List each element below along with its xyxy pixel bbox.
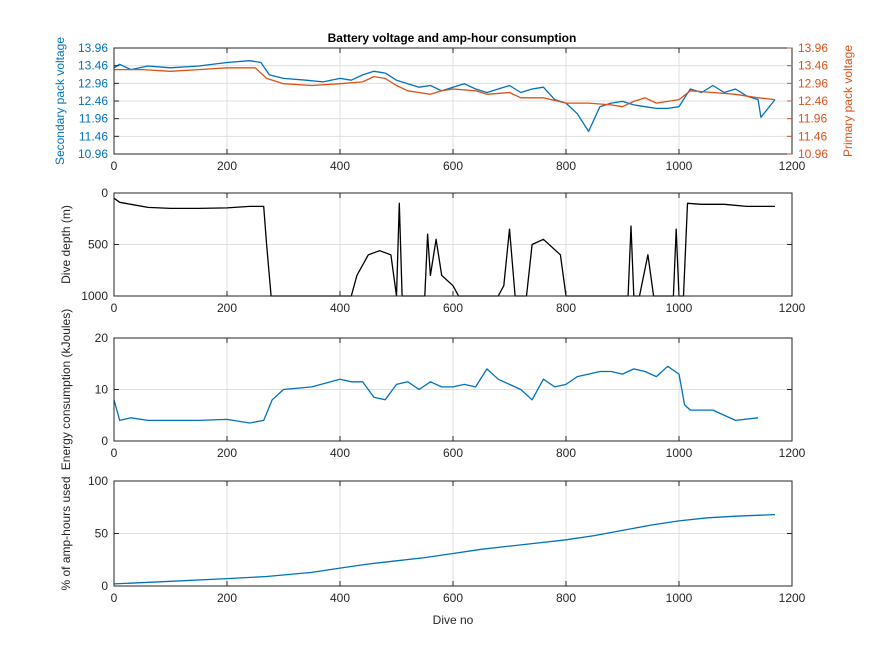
y-right-tick-label: 10.96 <box>798 147 828 161</box>
x-tick-label: 600 <box>443 159 463 173</box>
panel-2: 0 200 400 600 800 1000 1200 0 500 1000 Dive depth … <box>59 186 806 315</box>
x-tick-label: 1200 <box>779 159 806 173</box>
x-tick-label: 200 <box>217 591 237 605</box>
series-line-2 <box>114 67 776 108</box>
y-tick-label: 50 <box>95 527 109 541</box>
x-tick-label: 0 <box>111 591 118 605</box>
x-tick-label: 1000 <box>666 159 693 173</box>
y-axis-label: Dive depth (m) <box>59 205 73 284</box>
x-tick-label: 400 <box>330 591 350 605</box>
y-tick-label: 0 <box>101 186 108 200</box>
panels: 0 200 400 600 800 1000 120010.9611.4611.9612.4… <box>53 37 855 627</box>
x-tick-label: 0 <box>111 446 118 460</box>
y-tick-label: 10 <box>95 383 109 397</box>
y-right-tick-label: 12.46 <box>798 94 828 108</box>
x-tick-label: 1200 <box>779 446 806 460</box>
x-tick-label: 1000 <box>666 591 693 605</box>
series-line-1 <box>113 60 776 133</box>
y-right-tick-label: 11.46 <box>798 129 827 143</box>
x-axis-label: Dive no <box>433 613 474 627</box>
y-axis-label: % of amp-hours used <box>59 476 73 590</box>
x-tick-label: 400 <box>330 159 350 173</box>
x-tick-label: 800 <box>556 301 576 315</box>
y-right-tick-label: 13.46 <box>798 59 828 73</box>
y-tick-label: 500 <box>88 238 108 252</box>
y-tick-label: 11.46 <box>79 129 108 143</box>
chart-title: Battery voltage and amp-hour consumption <box>328 31 577 45</box>
y-tick-label: 12.46 <box>78 94 108 108</box>
y-right-tick-label: 12.96 <box>798 76 828 90</box>
x-tick-label: 1000 <box>666 301 693 315</box>
x-tick-label: 800 <box>556 591 576 605</box>
y-tick-label: 20 <box>95 331 109 345</box>
x-tick-label: 1000 <box>666 446 693 460</box>
series-line-1 <box>113 513 776 585</box>
series-line-1 <box>113 365 759 424</box>
x-tick-label: 800 <box>556 446 576 460</box>
y-axis-label: Secondary pack voltage <box>53 37 67 165</box>
x-tick-label: 600 <box>443 446 463 460</box>
y-tick-label: 13.96 <box>78 41 108 55</box>
panel-1: 0 200 400 600 800 1000 120010.9611.4611.9612.4… <box>53 37 855 173</box>
y-right-tick-label: 13.96 <box>798 41 828 55</box>
y-right-tick-label: 11.96 <box>798 112 827 126</box>
x-tick-label: 1200 <box>779 591 806 605</box>
x-tick-label: 200 <box>217 301 237 315</box>
y-tick-label: 10.96 <box>78 147 108 161</box>
y-axis-label: Energy consumption (kJoules) <box>59 309 73 470</box>
x-tick-label: 400 <box>330 301 350 315</box>
panel-4: 0 200 400 600 800 1000 1200 0 50 100 % of amp-hour… <box>59 474 806 627</box>
x-tick-label: 0 <box>111 301 118 315</box>
y-tick-label: 100 <box>88 474 108 488</box>
y-tick-label: 0 <box>101 579 108 593</box>
y-tick-label: 0 <box>101 434 108 448</box>
x-tick-label: 600 <box>443 591 463 605</box>
y-right-axis-label: Primary pack voltage <box>841 45 855 157</box>
y-tick-label: 1000 <box>81 289 108 303</box>
x-tick-label: 200 <box>217 446 237 460</box>
x-tick-label: 200 <box>217 159 237 173</box>
y-tick-label: 11.96 <box>79 112 108 126</box>
y-tick-label: 12.96 <box>78 76 108 90</box>
panel-3: 0 200 400 600 800 1000 1200 0 10 20 Energy consump… <box>59 309 806 470</box>
x-tick-label: 1200 <box>779 301 806 315</box>
x-tick-label: 600 <box>443 301 463 315</box>
x-tick-label: 800 <box>556 159 576 173</box>
x-tick-label: 400 <box>330 446 350 460</box>
x-tick-label: 0 <box>111 159 118 173</box>
y-tick-label: 13.46 <box>78 59 108 73</box>
